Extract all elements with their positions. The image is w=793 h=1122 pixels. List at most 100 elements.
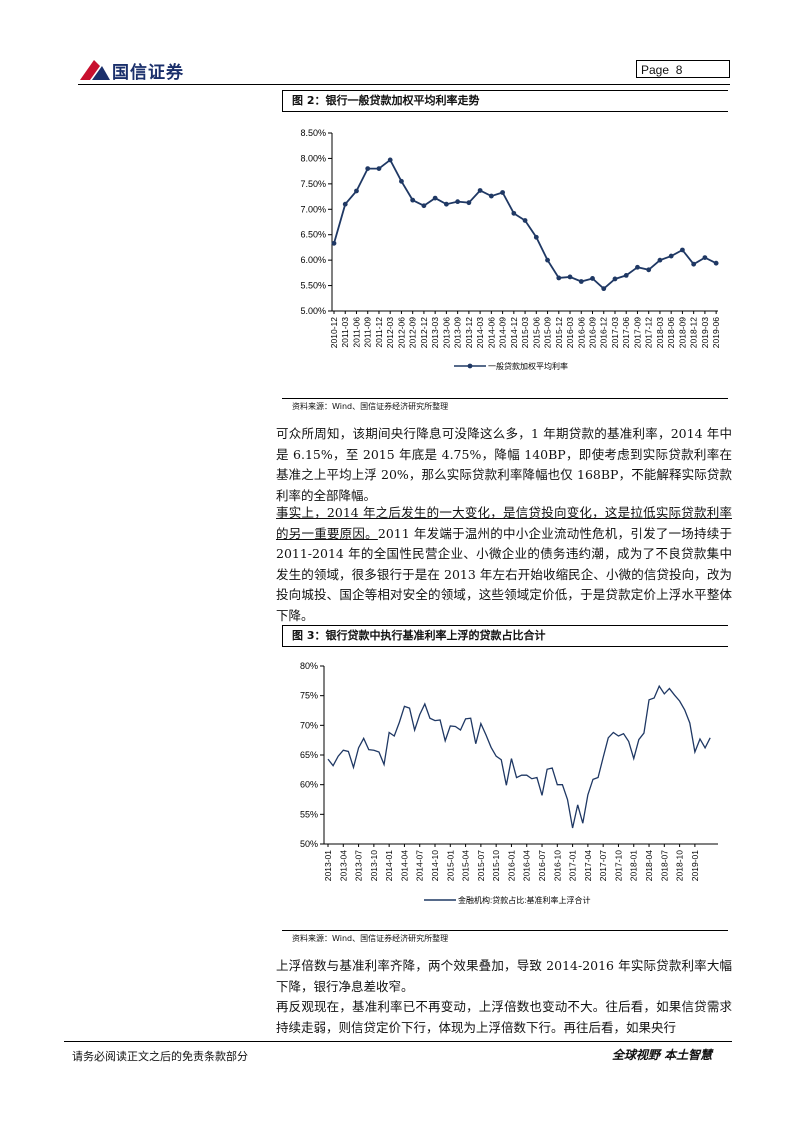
footer-disclaimer: 请务必阅读正文之后的免责条款部分 bbox=[72, 1050, 248, 1063]
data-point bbox=[477, 188, 483, 193]
y-tick-label: 6.50% bbox=[300, 230, 326, 240]
x-tick-label: 2013-06 bbox=[441, 317, 451, 348]
data-point bbox=[443, 201, 449, 207]
figure3-title: 图 3：银行贷款中执行基准利率上浮的贷款占比合计 bbox=[282, 625, 728, 647]
footer-rule bbox=[64, 1041, 732, 1042]
x-tick-label: 2015-03 bbox=[520, 317, 530, 348]
data-point bbox=[354, 188, 359, 194]
x-tick-label: 2017-06 bbox=[621, 317, 631, 348]
x-tick-label: 2017-07 bbox=[598, 850, 608, 881]
page-number: 8 bbox=[675, 63, 683, 77]
x-tick-label: 2010-12 bbox=[329, 317, 339, 348]
data-point bbox=[455, 199, 461, 205]
y-tick-label: 65% bbox=[300, 750, 318, 760]
data-point bbox=[376, 166, 382, 171]
figure3-chart: 50% 55% 60% 65% 70% 75% 80% 2013-01 2013-04 2013-… bbox=[300, 661, 718, 905]
x-tick-label: 2011-09 bbox=[363, 317, 373, 348]
y-tick-label: 50% bbox=[300, 839, 318, 849]
data-point bbox=[567, 274, 573, 280]
y-tick-label: 70% bbox=[300, 720, 318, 730]
y-tick-label: 7.50% bbox=[300, 179, 326, 189]
figure2-source: 资料来源：Wind、国信证券经济研究所整理 bbox=[292, 402, 449, 411]
data-point bbox=[410, 197, 416, 203]
x-tick-label: 2019-03 bbox=[700, 317, 710, 348]
x-tick-label: 2017-09 bbox=[632, 317, 642, 348]
y-tick-label: 8.50% bbox=[300, 128, 326, 138]
data-point bbox=[421, 203, 427, 209]
x-tick-label: 2011-12 bbox=[374, 317, 384, 348]
x-tick-label: 2014-12 bbox=[509, 317, 519, 348]
paragraph-1: 可众所周知，该期间央行降息可没降这么多，1 年期贷款的基准利率，2014 年中是… bbox=[276, 426, 732, 503]
figure2-source-rule bbox=[282, 398, 728, 399]
figure3-title-left-border bbox=[282, 625, 283, 647]
x-tick-label: 2018-06 bbox=[666, 317, 676, 348]
x-tick-label: 2017-10 bbox=[613, 850, 623, 881]
x-tick-label: 2013-03 bbox=[430, 317, 440, 348]
data-point bbox=[601, 286, 607, 292]
x-tick-label: 2013-10 bbox=[369, 850, 379, 881]
x-tick-label: 2014-04 bbox=[399, 850, 409, 881]
data-point bbox=[680, 247, 685, 253]
paragraph-2-rest: 2011 年发端于温州的中小企业流动性危机，引发了一场持续于 2011-2014… bbox=[276, 525, 732, 623]
x-tick-label: 2013-07 bbox=[354, 850, 364, 881]
x-tick-label: 2016-12 bbox=[599, 317, 609, 348]
brand-logo-icon bbox=[80, 60, 110, 80]
x-tick-label: 2011-03 bbox=[340, 317, 350, 348]
data-point bbox=[623, 273, 629, 278]
series-line bbox=[327, 684, 711, 829]
data-point bbox=[331, 240, 337, 246]
data-point bbox=[522, 218, 528, 223]
x-tick-label: 2019-06 bbox=[711, 317, 721, 348]
page-label: Page bbox=[641, 63, 670, 77]
data-point bbox=[365, 166, 371, 171]
data-point bbox=[387, 157, 393, 163]
data-point bbox=[488, 193, 494, 199]
data-point bbox=[691, 261, 697, 267]
x-tick-label: 2017-01 bbox=[568, 850, 578, 881]
x-tick-label: 2016-10 bbox=[552, 850, 562, 881]
y-tick-label: 5.50% bbox=[300, 281, 326, 291]
data-point bbox=[466, 200, 472, 206]
data-point bbox=[399, 178, 404, 184]
x-tick-label: 2016-07 bbox=[537, 850, 547, 881]
x-tick-label: 2013-04 bbox=[338, 850, 348, 881]
x-tick-label: 2015-07 bbox=[476, 850, 486, 881]
legend-label: 金融机构:贷款占比:基准利率上浮合计 bbox=[458, 895, 590, 905]
paragraph-4: 再反观现在，基准利率已不再变动，上浮倍数也变动不大。往后看，如果信贷需求持续走弱… bbox=[276, 999, 732, 1035]
figure3-source-rule bbox=[282, 930, 728, 931]
figure2-title: 图 2：银行一般贷款加权平均利率走势 bbox=[282, 90, 728, 112]
series-line bbox=[333, 158, 717, 290]
brand-name: 国信证券 bbox=[112, 63, 184, 83]
y-tick-label: 55% bbox=[300, 809, 318, 819]
x-tick-label: 2017-12 bbox=[644, 317, 654, 348]
data-point bbox=[545, 257, 550, 263]
header-rule bbox=[78, 84, 730, 85]
x-tick-label: 2015-01 bbox=[445, 850, 455, 881]
x-tick-label: 2015-04 bbox=[461, 850, 471, 881]
x-tick-label: 2015-09 bbox=[543, 317, 553, 348]
x-tick-label: 2014-07 bbox=[415, 850, 425, 881]
x-tick-label: 2015-06 bbox=[531, 317, 541, 348]
x-tick-label: 2016-03 bbox=[565, 317, 575, 348]
legend-label: 一般贷款加权平均利率 bbox=[488, 361, 568, 371]
x-tick-label: 2018-10 bbox=[675, 850, 685, 881]
y-tick-label: 60% bbox=[300, 780, 318, 790]
data-point bbox=[500, 190, 505, 195]
x-tick-label: 2017-04 bbox=[583, 850, 593, 881]
x-tick-label: 2016-04 bbox=[522, 850, 532, 881]
x-tick-label: 2018-07 bbox=[659, 850, 669, 881]
data-point bbox=[635, 264, 640, 270]
x-tick-label: 2014-01 bbox=[384, 850, 394, 881]
x-tick-label: 2018-04 bbox=[644, 850, 654, 881]
figure2-title-left-border bbox=[282, 90, 283, 112]
x-tick-label: 2017-03 bbox=[610, 317, 620, 348]
data-point bbox=[713, 260, 719, 266]
x-tick-label: 2016-06 bbox=[576, 317, 586, 348]
paragraph-2-emphasis: 事实上，2014 年之后发生的一大变化，是信贷投向变化，这是拉低实际贷款利率的另… bbox=[276, 505, 732, 541]
figure3-source: 资料来源：Wind、国信证券经济研究所整理 bbox=[292, 934, 449, 943]
data-point bbox=[511, 210, 517, 216]
data-point bbox=[556, 275, 562, 281]
x-tick-label: 2013-09 bbox=[453, 317, 463, 348]
x-tick-label: 2018-09 bbox=[677, 317, 687, 348]
x-tick-label: 2019-01 bbox=[690, 850, 700, 881]
